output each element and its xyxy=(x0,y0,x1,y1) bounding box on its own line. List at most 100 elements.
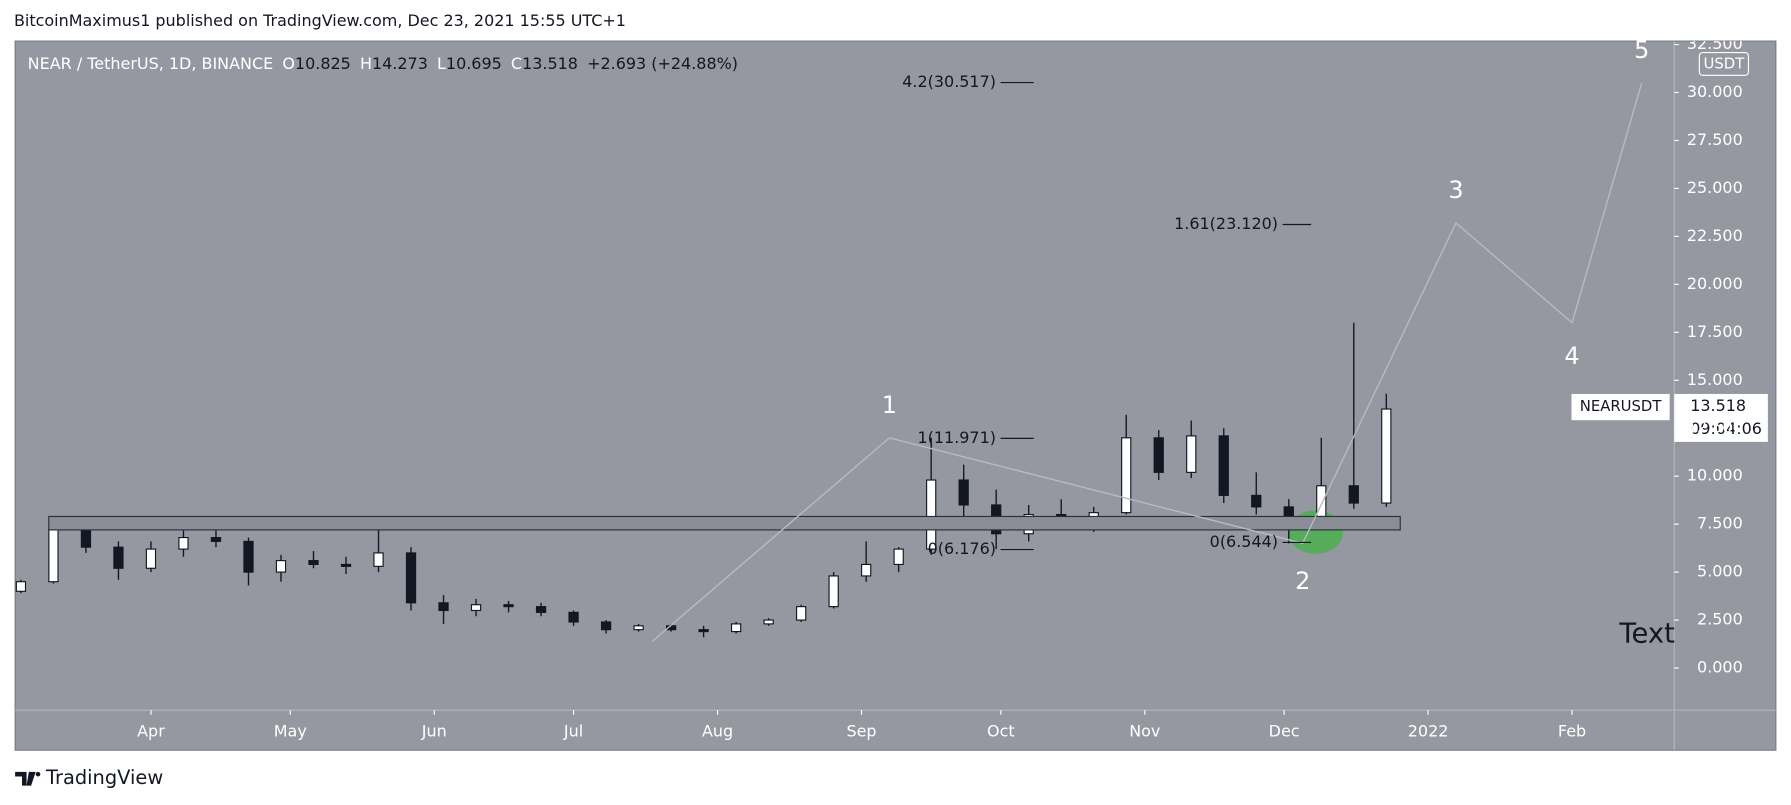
y-tick-label: 20.000 xyxy=(1687,274,1743,293)
candle-body xyxy=(1348,485,1359,504)
y-tick-label: 25.000 xyxy=(1687,178,1743,197)
price-tag-price: 13.518 xyxy=(1690,396,1746,415)
candle-body xyxy=(568,611,579,623)
candle-body xyxy=(698,629,709,633)
fib-label: 1(11.971) xyxy=(917,428,996,447)
candle-body xyxy=(633,625,644,631)
candle-body xyxy=(308,560,319,566)
candle-body xyxy=(958,479,969,506)
candle-body xyxy=(1251,494,1262,508)
wave-label: 5 xyxy=(1634,36,1649,64)
o-val: 10.825 xyxy=(295,53,351,72)
y-tick-label: 30.000 xyxy=(1687,82,1743,101)
candle-body xyxy=(1186,435,1197,473)
y-tick-label: 12.500 xyxy=(1687,418,1743,437)
candle-body xyxy=(796,606,807,621)
x-tick-label: Dec xyxy=(1269,721,1300,740)
x-tick-label: 2022 xyxy=(1408,721,1449,740)
h-key: H xyxy=(360,53,372,72)
x-tick-label: Apr xyxy=(137,721,165,740)
x-tick-label: Aug xyxy=(702,721,733,740)
y-tick-label: 0.000 xyxy=(1697,658,1743,677)
wave-line xyxy=(652,82,1643,642)
candle-body xyxy=(470,604,482,612)
y-tick-label: 15.000 xyxy=(1687,370,1743,389)
candle-body xyxy=(1381,408,1392,504)
candle-body xyxy=(438,602,449,612)
candle-body xyxy=(243,540,254,573)
fib-label: 0(6.176) xyxy=(928,539,996,558)
candle-body xyxy=(600,621,612,631)
change: +2.693 (+24.88%) xyxy=(587,53,738,72)
candle-body xyxy=(828,575,839,608)
currency-box xyxy=(1698,51,1750,76)
symbol-tag xyxy=(1571,393,1670,421)
price-tag-countdown: 09:04:06 xyxy=(1690,419,1762,438)
candle-body xyxy=(861,563,872,577)
c-val: 13.518 xyxy=(522,53,578,72)
plot xyxy=(15,322,1392,638)
candle-body xyxy=(893,548,904,566)
h-val: 14.273 xyxy=(372,53,428,72)
y-tick-label: 5.000 xyxy=(1697,562,1743,581)
logo-mark xyxy=(15,771,41,786)
candle-body xyxy=(373,552,384,567)
candle-body xyxy=(340,563,352,567)
x-tick-label: Jun xyxy=(421,721,447,740)
x-tick-label: Feb xyxy=(1558,721,1586,740)
y-tick-label: 17.500 xyxy=(1687,322,1743,341)
l-val: 10.695 xyxy=(446,53,502,72)
candle-body xyxy=(178,537,189,550)
x-tick-label: Nov xyxy=(1129,721,1160,740)
candle-body xyxy=(48,529,59,583)
y-tick-label: 2.500 xyxy=(1697,610,1743,629)
y-tick-label: 27.500 xyxy=(1687,130,1743,149)
candle-body xyxy=(210,537,222,542)
wave-label: 1 xyxy=(882,391,897,419)
price-tag xyxy=(1674,393,1768,442)
x-tick-label: Oct xyxy=(987,721,1015,740)
candle-body xyxy=(535,606,547,613)
candle-body xyxy=(15,581,27,592)
footer: TradingView xyxy=(45,766,163,789)
x-tick-label: Jul xyxy=(563,721,583,740)
y-tick-label: 10.000 xyxy=(1687,466,1743,485)
o-key: O xyxy=(282,53,295,72)
candle-body xyxy=(275,560,287,573)
wave-label: 3 xyxy=(1448,176,1463,204)
fib-label: 4.2(30.517) xyxy=(902,72,996,91)
candle-body xyxy=(763,619,774,625)
logo xyxy=(15,771,41,786)
header: BitcoinMaximus1 published on TradingView… xyxy=(14,11,626,30)
candle-body xyxy=(1283,506,1294,518)
x-tick-label: May xyxy=(274,721,307,740)
fib-label: 1.61(23.120) xyxy=(1174,214,1278,233)
note: Text xyxy=(1618,618,1675,649)
candle-body xyxy=(1153,437,1164,473)
l-key: L xyxy=(437,53,446,72)
y-tick-label: 32.500 xyxy=(1687,34,1743,53)
candle-body xyxy=(926,479,937,550)
symbol-tag-text: NEARUSDT xyxy=(1580,398,1663,415)
candle-body xyxy=(113,546,124,569)
candle-body xyxy=(405,552,417,604)
x-tick-label: Sep xyxy=(846,721,876,740)
y-tick-label: 22.500 xyxy=(1687,226,1743,245)
chart-panel xyxy=(14,40,1777,751)
candle-body xyxy=(145,548,157,569)
wave-label: 2 xyxy=(1295,567,1310,595)
candle-body xyxy=(503,604,514,608)
candle-body xyxy=(1218,435,1229,496)
candle-body xyxy=(80,529,92,548)
currency: USDT xyxy=(1704,56,1746,73)
symbol: NEAR / TetherUS, 1D, BINANCE xyxy=(28,53,274,72)
fib-label: 0(6.544) xyxy=(1210,532,1278,551)
c-key: C xyxy=(511,53,522,72)
legend: NEAR / TetherUS, 1D, BINANCE O10.825 H14.2… xyxy=(28,53,738,72)
candle-body xyxy=(1121,437,1132,514)
wave-label: 4 xyxy=(1564,342,1579,370)
zone xyxy=(48,515,1401,531)
y-tick-label: 7.500 xyxy=(1697,514,1743,533)
candle-body xyxy=(730,623,742,633)
